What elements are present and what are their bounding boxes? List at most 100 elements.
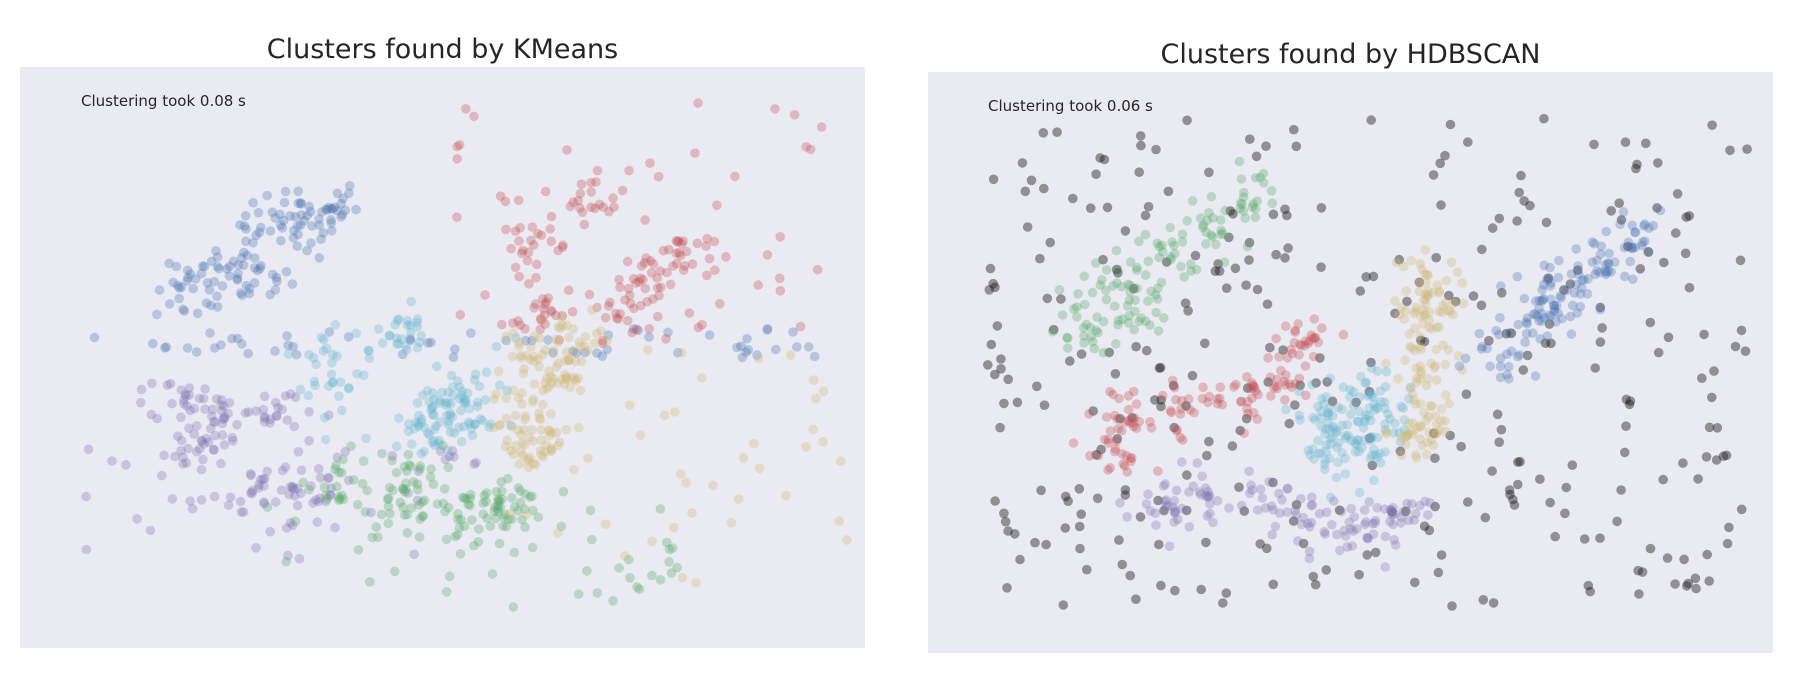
scatter-point-cyan <box>361 433 371 444</box>
scatter-point-purple <box>287 520 298 531</box>
scatter-point-cyan <box>434 435 445 446</box>
scatter-point-red <box>636 261 647 271</box>
scatter-point-blue <box>197 261 208 271</box>
scatter-point-red <box>469 111 479 122</box>
scatter-point-noise <box>1263 377 1273 387</box>
scatter-point-green <box>402 466 412 476</box>
scatter-point-cyan <box>1319 459 1330 470</box>
scatter-point-cyan <box>332 351 342 362</box>
scatter-point-noise <box>1690 573 1701 584</box>
scatter-point-red <box>664 244 674 255</box>
scatter-point-noise <box>996 354 1006 364</box>
scatter-point-blue <box>603 330 614 340</box>
scatter-point-noise <box>1428 170 1439 180</box>
scatter-point-red <box>661 334 671 344</box>
scatter-point-green <box>1207 232 1218 242</box>
scatter-point-noise <box>1583 580 1594 591</box>
hdbscan-chart-title: Clusters found by HDBSCAN <box>1160 39 1541 70</box>
scatter-point-noise <box>1445 119 1456 130</box>
scatter-point-blue <box>332 205 342 216</box>
scatter-point-green <box>1238 192 1249 202</box>
scatter-point-red <box>1217 399 1227 410</box>
scatter-point-red <box>1282 353 1293 363</box>
scatter-point-blue <box>265 289 275 300</box>
scatter-point-cyan <box>1395 437 1406 447</box>
scatter-point-cyan <box>432 361 442 372</box>
scatter-point-yellow <box>522 454 533 464</box>
scatter-point-yellow <box>1419 269 1430 279</box>
scatter-point-green <box>1146 286 1156 297</box>
scatter-point-cyan <box>465 419 476 429</box>
scatter-point-blue <box>1571 244 1581 254</box>
scatter-point-cyan <box>1307 379 1318 390</box>
scatter-point-yellow <box>1421 299 1431 310</box>
scatter-point-noise <box>1202 450 1212 461</box>
scatter-point-green <box>496 477 507 487</box>
scatter-point-blue <box>196 268 207 279</box>
hdbscan-plot-area: Clustering took 0.06 s <box>928 72 1773 653</box>
scatter-point-noise <box>1653 158 1663 168</box>
scatter-point-yellow <box>538 452 549 462</box>
scatter-point-noise <box>1682 581 1692 591</box>
scatter-point-yellow <box>620 551 630 561</box>
scatter-point-red <box>612 313 622 323</box>
scatter-point-cyan <box>1307 444 1318 454</box>
scatter-point-purple <box>179 399 189 409</box>
scatter-point-purple <box>313 464 324 474</box>
scatter-point-cyan <box>424 396 435 407</box>
scatter-point-blue <box>89 332 100 343</box>
scatter-point-purple <box>208 417 219 427</box>
scatter-point-cyan <box>409 423 420 434</box>
scatter-point-yellow <box>1431 322 1442 333</box>
scatter-point-cyan <box>480 395 491 405</box>
scatter-point-purple <box>296 465 307 476</box>
scatter-point-yellow <box>500 441 511 452</box>
scatter-point-blue <box>405 334 415 344</box>
scatter-point-purple <box>147 378 157 389</box>
scatter-point-green <box>1112 278 1122 288</box>
scatter-point-yellow <box>508 385 518 396</box>
scatter-point-cyan <box>429 440 440 450</box>
scatter-point-noise <box>1736 325 1747 336</box>
scatter-point-red <box>640 283 650 294</box>
scatter-point-red <box>1111 436 1122 447</box>
scatter-point-blue <box>1505 327 1515 338</box>
scatter-point-purple <box>207 404 218 415</box>
scatter-point-purple <box>311 495 321 505</box>
scatter-point-blue <box>1566 329 1577 339</box>
scatter-point-cyan <box>464 403 475 414</box>
scatter-point-cyan <box>321 434 331 445</box>
scatter-point-purple <box>146 409 156 420</box>
scatter-point-yellow <box>1424 427 1435 438</box>
scatter-point-green <box>1179 272 1189 282</box>
scatter-point-green <box>1054 285 1065 295</box>
scatter-point-green <box>1211 239 1221 250</box>
scatter-point-green <box>1154 252 1164 263</box>
scatter-point-blue <box>1534 316 1544 326</box>
scatter-point-green <box>1204 208 1214 218</box>
scatter-point-yellow <box>1416 366 1426 377</box>
scatter-point-green <box>1202 215 1212 226</box>
scatter-point-red <box>546 211 557 222</box>
scatter-point-yellow <box>554 321 564 332</box>
scatter-point-yellow <box>781 490 791 501</box>
scatter-point-red <box>1290 327 1300 337</box>
scatter-point-noise <box>1634 589 1644 599</box>
scatter-point-noise <box>1679 554 1689 565</box>
scatter-point-green <box>501 521 512 532</box>
scatter-point-noise <box>1170 585 1180 596</box>
scatter-point-cyan <box>1346 409 1356 420</box>
scatter-point-noise <box>1606 206 1616 216</box>
scatter-point-red <box>629 303 639 314</box>
scatter-point-blue <box>236 253 247 263</box>
scatter-point-purple <box>176 385 187 395</box>
scatter-point-yellow <box>1416 369 1426 379</box>
scatter-point-noise <box>1487 223 1498 233</box>
scatter-point-blue <box>249 278 260 288</box>
scatter-point-noise <box>1683 578 1693 589</box>
scatter-point-noise <box>995 422 1005 433</box>
scatter-point-green <box>353 545 364 555</box>
scatter-point-cyan <box>1331 428 1341 438</box>
scatter-point-noise <box>1060 523 1071 533</box>
scatter-point-noise <box>1239 506 1250 516</box>
